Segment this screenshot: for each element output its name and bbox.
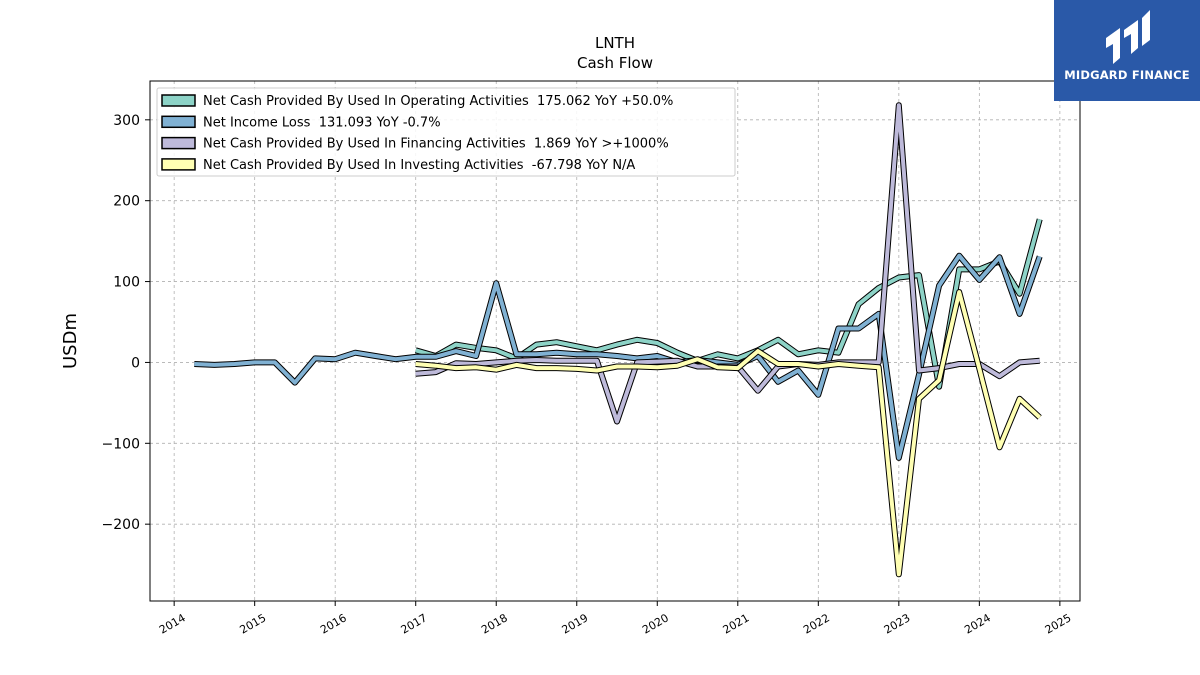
- legend-swatch: [161, 115, 196, 129]
- x-tick-label: 2017: [399, 611, 430, 636]
- y-tick-label: 200: [113, 194, 140, 210]
- legend-swatch: [161, 94, 196, 107]
- y-axis: −200 −100 0 100 200 300: [102, 113, 150, 533]
- brand-logo: MIDGARD FINANCE: [1054, 0, 1200, 101]
- x-axis: 2014 2015 2016 2017 2018 2019 2020 2021 2022 2023…: [157, 601, 1073, 637]
- legend-label: Net Cash Provided By Used In Operating A…: [203, 94, 673, 109]
- x-tick-label: 2025: [1043, 611, 1074, 636]
- plot-frame: [149, 80, 1081, 602]
- chart-title: LNTH: [595, 34, 635, 52]
- x-tick-label: 2014: [157, 611, 188, 636]
- legend-swatch: [161, 158, 196, 171]
- series-line-3: [415, 290, 1042, 577]
- x-tick-label: 2022: [801, 611, 832, 636]
- x-tick-label: 2015: [238, 611, 269, 636]
- y-tick-label: 100: [113, 275, 140, 291]
- legend-label: Net Cash Provided By Used In Financing A…: [203, 137, 669, 152]
- x-tick-label: 2023: [882, 611, 913, 636]
- legend-label: Net Income Loss 131.093 YoY -0.7%: [203, 115, 441, 130]
- x-tick-label: 2020: [640, 611, 671, 636]
- y-axis-label: USDm: [60, 313, 81, 369]
- y-tick-label: 0: [131, 355, 140, 371]
- series-lines: [194, 102, 1043, 578]
- legend: Net Cash Provided By Used In Operating A…: [156, 87, 736, 177]
- x-tick-label: 2016: [318, 611, 349, 636]
- y-tick-label: −100: [102, 436, 140, 452]
- chart-subtitle: Cash Flow: [577, 54, 653, 72]
- legend-box: [156, 87, 736, 177]
- legend-swatch: [161, 136, 196, 150]
- y-tick-label: −200: [102, 517, 140, 533]
- x-tick-label: 2018: [479, 611, 510, 636]
- series-line-1: [194, 253, 1042, 460]
- x-tick-label: 2021: [721, 611, 752, 636]
- brand-name: MIDGARD FINANCE: [1064, 68, 1190, 82]
- legend-label: Net Cash Provided By Used In Investing A…: [203, 158, 635, 173]
- x-tick-label: 2019: [560, 611, 591, 636]
- x-tick-label: 2024: [962, 611, 993, 636]
- y-tick-label: 300: [113, 113, 140, 129]
- brand-mark-icon: [1106, 10, 1150, 64]
